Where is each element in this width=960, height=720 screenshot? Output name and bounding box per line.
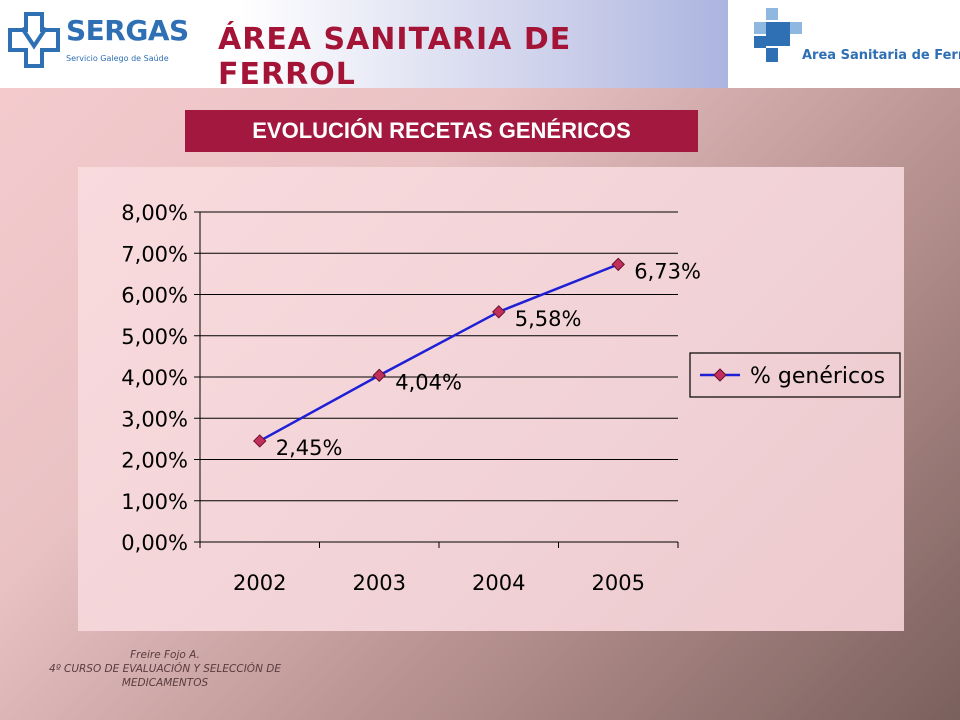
footer-course-line2: MEDICAMENTOS bbox=[121, 677, 209, 689]
y-tick-label: 4,00% bbox=[121, 366, 188, 390]
legend-entry: % genéricos bbox=[750, 364, 885, 389]
data-label: 5,58% bbox=[515, 307, 582, 331]
area-logo-icon bbox=[754, 8, 802, 62]
y-tick-label: 3,00% bbox=[121, 407, 188, 431]
y-tick-label: 7,00% bbox=[121, 242, 188, 266]
y-tick-label: 1,00% bbox=[121, 490, 188, 514]
x-tick-label: 2004 bbox=[472, 571, 525, 595]
chart-subtitle-banner: EVOLUCIÓN RECETAS GENÉRICOS bbox=[185, 110, 698, 152]
footer-course-line1: 4º CURSO DE EVALUACIÓN Y SELECCIÓN DE bbox=[49, 663, 281, 675]
footer-credit: Freire Fojo A. 4º CURSO DE EVALUACIÓN Y … bbox=[0, 648, 330, 690]
chart-legend: % genéricos bbox=[689, 352, 901, 398]
y-tick-label: 5,00% bbox=[121, 325, 188, 349]
data-point bbox=[372, 368, 386, 383]
chart-panel: 0,00% 1,00% 2,00% 3,00% 4,00% 5,00% 6,00% 7,00%… bbox=[78, 167, 904, 631]
y-tick-label: 8,00% bbox=[121, 201, 188, 225]
sergas-name: SERGAS bbox=[66, 14, 189, 47]
data-label: 6,73% bbox=[634, 259, 701, 283]
sergas-subtitle: Servicio Galego de Saúde bbox=[66, 54, 169, 63]
data-point bbox=[253, 434, 267, 448]
x-tick-label: 2002 bbox=[233, 571, 286, 595]
y-tick-label: 0,00% bbox=[121, 531, 188, 555]
data-point bbox=[611, 257, 625, 272]
area-logo-text: Area Sanitaria de Ferrol bbox=[802, 48, 960, 63]
area-sanitaria-logo: Area Sanitaria de Ferrol bbox=[752, 6, 960, 76]
legend-marker-swatch bbox=[713, 368, 727, 382]
legend-box bbox=[689, 352, 901, 398]
footer-author: Freire Fojo A. bbox=[130, 649, 200, 661]
sergas-cross-icon bbox=[8, 12, 60, 68]
line-chart: 0,00% 1,00% 2,00% 3,00% 4,00% 5,00% 6,00% 7,00%… bbox=[121, 201, 901, 595]
y-tick-label: 2,00% bbox=[121, 449, 188, 473]
page-title: ÁREA SANITARIA DE FERROL bbox=[218, 22, 572, 92]
y-tick-label: 6,00% bbox=[121, 284, 188, 308]
x-tick-label: 2003 bbox=[353, 571, 406, 595]
data-point bbox=[492, 305, 506, 319]
series-line bbox=[259, 263, 619, 443]
sergas-logo: SERGAS Servicio Galego de Saúde bbox=[8, 8, 208, 72]
data-label: 2,45% bbox=[276, 436, 343, 460]
data-label: 4,04% bbox=[395, 370, 462, 394]
x-tick-label: 2005 bbox=[592, 571, 645, 595]
